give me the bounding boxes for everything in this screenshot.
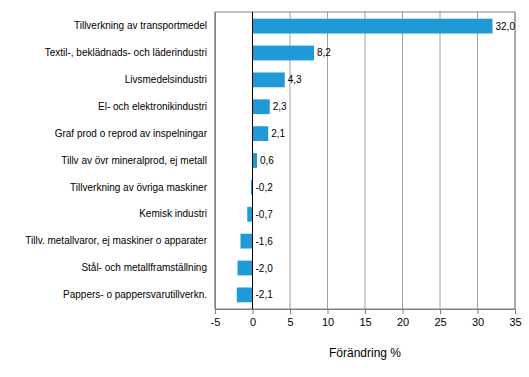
bar xyxy=(253,19,493,34)
y-tick: Tillverkning av transportmedel xyxy=(74,20,215,31)
y-tick: Tillv av övr mineralprod, ej metall xyxy=(61,155,215,166)
x-tick: 10 xyxy=(322,309,334,328)
bar xyxy=(237,287,253,302)
data-label: 8,2 xyxy=(317,47,331,58)
x-tick: 15 xyxy=(359,309,371,328)
y-tick-label: Pappers- o pappersvarutillverkn. xyxy=(63,289,207,300)
x-tick-label: 25 xyxy=(434,316,446,328)
y-tick: Textil-, beklädnads- och läderindustri xyxy=(45,47,215,58)
x-axis-title: Förändring % xyxy=(329,346,401,360)
grid-line xyxy=(252,12,253,309)
data-label: -2,1 xyxy=(256,289,274,300)
x-tick-mark xyxy=(253,309,254,314)
y-tick-label: Kemisk industri xyxy=(139,208,207,219)
bar xyxy=(241,234,253,249)
x-tick: 30 xyxy=(472,309,484,328)
bar xyxy=(253,126,269,141)
x-tick-label: 5 xyxy=(287,316,293,328)
bar xyxy=(253,72,285,87)
x-tick: -5 xyxy=(211,309,221,328)
chart: 32,0 8,2 4,3 2,3 2,1 0,6 -0,2 -0,7 -1,6 -2,0 -2,1 T… xyxy=(0,0,529,377)
grid-line xyxy=(402,12,403,309)
data-label: 2,1 xyxy=(271,128,285,139)
bar xyxy=(247,207,252,222)
x-tick-mark xyxy=(403,309,404,314)
data-label: 4,3 xyxy=(288,74,302,85)
x-tick-mark xyxy=(215,309,216,314)
y-tick-label: Stål- och metallframställning xyxy=(81,262,207,273)
y-tick: Stål- och metallframställning xyxy=(81,262,215,273)
x-tick-label: -5 xyxy=(211,316,221,328)
plot-frame xyxy=(215,12,515,309)
y-tick: Livsmedelsindustri xyxy=(125,74,215,85)
bar xyxy=(238,261,253,276)
y-tick-label: Tillv av övr mineralprod, ej metall xyxy=(61,155,207,166)
x-tick-mark xyxy=(478,309,479,314)
zero-line xyxy=(252,12,253,309)
x-axis: -5 0 5 10 15 20 25 30 35 xyxy=(211,309,522,328)
data-label: 32,0 xyxy=(496,21,516,32)
y-tick-label: Tillverkning av övriga maskiner xyxy=(70,182,208,193)
bar xyxy=(253,153,258,168)
x-axis-line xyxy=(216,310,516,315)
data-label: -0,7 xyxy=(256,209,274,220)
data-label: -1,6 xyxy=(256,236,274,247)
x-tick: 35 xyxy=(509,309,521,328)
y-tick: Kemisk industri xyxy=(139,208,215,219)
x-tick-label: 30 xyxy=(472,316,484,328)
plot: 32,0 8,2 4,3 2,3 2,1 0,6 -0,2 -0,7 -1,6 -2,0 -2,1 T… xyxy=(25,12,521,328)
y-tick-label: Tillv. metallvaror, ej maskiner o appara… xyxy=(25,235,207,246)
y-tick: Tillverkning av övriga maskiner xyxy=(70,182,215,193)
y-tick: El- och elektronikindustri xyxy=(98,101,215,112)
y-tick-label: Graf prod o reprod av inspelningar xyxy=(55,128,208,139)
grid-line xyxy=(440,12,441,309)
grid-line xyxy=(477,12,478,309)
x-tick-mark xyxy=(328,309,329,314)
x-tick-mark xyxy=(365,309,366,314)
data-label: 0,6 xyxy=(260,155,274,166)
x-tick-mark xyxy=(515,309,516,314)
data-label: -2,0 xyxy=(256,263,274,274)
data-label: -0,2 xyxy=(256,182,274,193)
y-tick: Tillv. metallvaror, ej maskiner o appara… xyxy=(25,235,215,246)
x-tick-label: 0 xyxy=(250,316,256,328)
y-tick-label: El- och elektronikindustri xyxy=(98,101,207,112)
x-tick: 0 xyxy=(250,309,256,328)
grid xyxy=(215,12,515,309)
y-tick: Graf prod o reprod av inspelningar xyxy=(55,128,215,139)
bar xyxy=(253,46,315,61)
x-tick-label: 20 xyxy=(397,316,409,328)
bars xyxy=(237,19,493,303)
grid-line xyxy=(365,12,366,309)
y-tick-label: Livsmedelsindustri xyxy=(125,74,207,85)
x-tick: 25 xyxy=(434,309,446,328)
x-tick-mark xyxy=(290,309,291,314)
x-tick: 5 xyxy=(287,309,293,328)
x-tick-label: 15 xyxy=(359,316,371,328)
y-tick-label: Textil-, beklädnads- och läderindustri xyxy=(45,47,207,58)
y-axis: Tillverkning av transportmedel Textil-, b… xyxy=(25,13,215,310)
y-tick: Pappers- o pappersvarutillverkn. xyxy=(63,289,215,300)
y-axis-line xyxy=(215,13,216,310)
x-tick-label: 35 xyxy=(509,316,521,328)
data-label: 2,3 xyxy=(273,101,287,112)
y-tick-label: Tillverkning av transportmedel xyxy=(74,20,207,31)
x-tick: 20 xyxy=(397,309,409,328)
data-labels: 32,0 8,2 4,3 2,3 2,1 0,6 -0,2 -0,7 -1,6 -2,0 -2,1 xyxy=(256,21,516,301)
x-tick-mark xyxy=(440,309,441,314)
bar xyxy=(253,99,270,114)
x-tick-label: 10 xyxy=(322,316,334,328)
